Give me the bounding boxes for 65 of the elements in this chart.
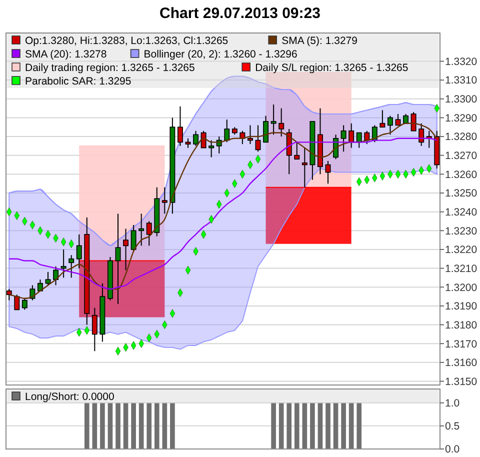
y-tick-label: 1.3200 bbox=[445, 282, 478, 294]
legend-label: Op:1.3280, Hi:1.3283, Lo:1.3263, Cl:1.3265 bbox=[25, 35, 228, 47]
candlestick bbox=[130, 224, 136, 252]
candlestick bbox=[208, 140, 214, 158]
candlestick bbox=[286, 128, 292, 175]
candlestick bbox=[193, 130, 199, 146]
candlestick bbox=[278, 108, 284, 138]
candlestick bbox=[177, 106, 183, 146]
candlestick bbox=[418, 122, 424, 146]
candlestick bbox=[224, 119, 230, 143]
y-tick-label: 1.3230 bbox=[445, 225, 478, 238]
candlestick bbox=[410, 112, 416, 132]
y-tick-label: 1.3320 bbox=[445, 56, 478, 68]
candlestick bbox=[162, 186, 168, 214]
candlestick bbox=[387, 115, 393, 136]
candlestick bbox=[294, 142, 300, 160]
y-tick-label: 0.0 bbox=[445, 444, 460, 456]
candlestick bbox=[123, 228, 129, 271]
candlestick bbox=[60, 248, 66, 278]
y-tick-label: 1.3260 bbox=[445, 168, 478, 181]
y-tick-label: 1.3290 bbox=[445, 112, 478, 124]
candlestick bbox=[302, 147, 308, 188]
candlestick bbox=[22, 298, 28, 310]
candlestick bbox=[247, 124, 253, 145]
y-tick-label: 1.3310 bbox=[445, 74, 478, 87]
y-tick-label: 1.3160 bbox=[445, 357, 478, 370]
y-tick-label: 1.3240 bbox=[445, 206, 478, 218]
candlestick bbox=[45, 272, 51, 286]
y-tick-label: 1.3300 bbox=[445, 94, 478, 106]
candlestick bbox=[263, 115, 269, 143]
candlestick bbox=[348, 122, 354, 148]
candlestick bbox=[380, 110, 386, 128]
candlestick bbox=[146, 220, 152, 246]
y-tick-label: 1.3280 bbox=[445, 131, 478, 144]
candlestick bbox=[200, 130, 206, 148]
candlestick bbox=[115, 213, 121, 305]
y-tick-label: 1.3210 bbox=[445, 262, 478, 275]
candlestick bbox=[68, 254, 74, 278]
candlestick bbox=[6, 288, 12, 301]
candlestick bbox=[340, 124, 346, 152]
y-tick-label: 1.3250 bbox=[445, 188, 478, 200]
candlestick bbox=[14, 294, 20, 310]
y-tick-label: 1.3270 bbox=[445, 150, 478, 162]
y-tick-label: 1.0 bbox=[445, 398, 460, 410]
candlestick bbox=[92, 307, 98, 352]
legend-label: Bollinger (20, 2): 1.3260 - 1.3296 bbox=[144, 48, 298, 60]
candlestick bbox=[270, 104, 276, 136]
legend-label: Daily S/L region: 1.3265 - 1.3265 bbox=[255, 62, 408, 74]
candlestick bbox=[53, 266, 59, 286]
chart-title: Chart 29.07.2013 09:23 bbox=[160, 5, 320, 22]
candlestick bbox=[395, 113, 401, 126]
y-tick-label: 1.3180 bbox=[445, 319, 478, 332]
y-tick-label: 1.3220 bbox=[445, 244, 478, 256]
y-tick-label: 0.5 bbox=[445, 420, 460, 433]
legend-label: Daily trading region: 1.3265 - 1.3265 bbox=[25, 62, 196, 74]
y-tick-label: 1.3170 bbox=[445, 338, 478, 350]
candlestick bbox=[138, 213, 144, 246]
legend-label: SMA (5): 1.3279 bbox=[282, 35, 358, 47]
candlestick bbox=[255, 124, 261, 152]
legend-label: Long/Short: 0.0000 bbox=[25, 391, 114, 403]
y-tick-label: 1.3190 bbox=[445, 300, 478, 313]
candlestick bbox=[76, 234, 82, 269]
legend-label: SMA (20): 1.3278 bbox=[25, 48, 107, 60]
y-tick-label: 1.3150 bbox=[445, 376, 478, 388]
legend-label: Parabolic SAR: 1.3295 bbox=[25, 76, 132, 88]
